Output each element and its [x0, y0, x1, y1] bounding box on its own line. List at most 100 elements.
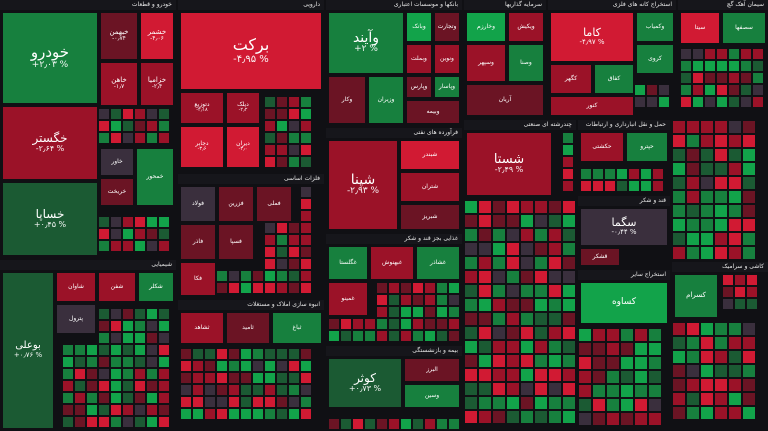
filler-tile	[464, 396, 478, 410]
stock-tile[interactable]: وزیران	[368, 76, 404, 124]
filler-tile	[300, 186, 312, 198]
stock-tile[interactable]: وصنا	[508, 44, 544, 82]
stock-tile[interactable]: کساوه	[580, 282, 668, 324]
stock-tile[interactable]: حپترو	[626, 132, 668, 162]
stock-tile[interactable]: سصفها	[722, 12, 766, 44]
stock-tile[interactable]: شکلر	[138, 272, 174, 302]
stock-tile[interactable]: قشکر	[580, 248, 620, 266]
stock-tile[interactable]: شتران	[400, 172, 460, 202]
stock-tile[interactable]: دیلک -۲٫۲	[226, 92, 260, 124]
stock-tile[interactable]: حکشتی	[580, 132, 624, 162]
stock-tile[interactable]: ثباغ	[272, 312, 322, 344]
stock-tile[interactable]: فکا	[180, 262, 216, 296]
stock-tile[interactable]: دتوزیع -۲٫۱۸	[180, 92, 224, 124]
stock-tile[interactable]: شپنا -۲٫۹۳ %	[328, 140, 398, 230]
stock-tile[interactable]: کگهر	[550, 64, 592, 94]
filler-tile	[158, 332, 170, 344]
stock-tile[interactable]: وسپهر	[466, 44, 506, 82]
stock-tile[interactable]: خگستر -۲٫۶۴ %	[2, 106, 98, 180]
stock-tile[interactable]: سگما -۰٫۴۴ %	[580, 208, 668, 246]
stock-tile[interactable]: خشمر -۴٫۰۶	[140, 12, 174, 60]
filler-tile	[578, 328, 592, 342]
stock-tile[interactable]: وبملت	[406, 44, 432, 74]
stock-tile[interactable]: خزامیا -۲٫۴	[140, 62, 174, 106]
filler-tile	[520, 298, 534, 312]
filler-tile	[686, 232, 700, 246]
filler-tile	[562, 200, 576, 214]
stock-tile[interactable]: شبریز	[400, 204, 460, 230]
stock-tile[interactable]: کروی	[636, 44, 674, 74]
filler-tile	[700, 378, 714, 392]
stock-tile[interactable]: خاهن -۱٫۷	[100, 62, 138, 106]
filler-tile	[534, 228, 548, 242]
stock-tile[interactable]: غگلستا	[328, 246, 368, 280]
filler-tile	[578, 342, 592, 356]
stock-tile[interactable]: ونوین	[434, 44, 460, 74]
stock-tile[interactable]: وتجارت	[434, 12, 460, 42]
stock-tile[interactable]: وکمیاب	[636, 12, 674, 42]
stock-tile[interactable]: کنور	[550, 96, 634, 116]
filler-tile	[122, 320, 134, 332]
stock-tile[interactable]: وبیمه	[406, 100, 460, 124]
stock-tile[interactable]: فملی	[256, 186, 292, 222]
filler-tile	[562, 144, 574, 156]
stock-tile[interactable]: شفن	[98, 272, 136, 302]
stock-tile[interactable]: خمحور	[136, 148, 174, 206]
stock-tile[interactable]: برکت -۴٫۹۵ %	[180, 12, 322, 90]
filler-tile	[98, 308, 110, 320]
stock-tile[interactable]: سیتا	[680, 12, 720, 44]
stock-tile[interactable]: وخارزم	[466, 12, 506, 42]
stock-tile[interactable]: وپارس	[406, 76, 432, 98]
stock-tile[interactable]: خاور	[100, 148, 134, 176]
stock-tile[interactable]: خساپا +۰٫۴۵ %	[2, 182, 98, 256]
stock-tile[interactable]: خریخت	[100, 178, 134, 206]
stock-tile[interactable]: البرز	[404, 358, 460, 382]
stock-tile[interactable]: خبهمن -۰٫۷۴	[100, 12, 138, 60]
stock-tile[interactable]: وپاسار	[434, 76, 460, 98]
stock-tile[interactable]: فسپا	[218, 224, 254, 260]
filler-tile	[228, 396, 240, 408]
stock-tile[interactable]: کوثر +۰٫۷۳ %	[328, 358, 402, 408]
stock-tile[interactable]: پترول	[56, 304, 96, 334]
stock-tile[interactable]: فولاد	[180, 186, 216, 222]
filler-tile	[740, 48, 752, 60]
filler-tile	[548, 214, 562, 228]
filler-tile	[86, 416, 98, 428]
stock-tile[interactable]: وآیند +۲ %	[328, 12, 404, 74]
filler-tile	[240, 360, 252, 372]
stock-tile[interactable]: آریان	[466, 84, 544, 116]
stock-tile[interactable]: دجابر -۳٫۶	[180, 126, 224, 168]
stock-tile[interactable]: دیران -۳٫۰	[226, 126, 260, 168]
stock-tile[interactable]: بوعلی +۰٫۷۶ %	[2, 272, 54, 429]
filler-tile	[204, 372, 216, 384]
stock-tile[interactable]: ثشاهد	[180, 312, 224, 344]
sector-2: بانکها و موسسات اعتباری وآیند +۲ % وبانک وتج…	[326, 0, 462, 126]
stock-tile[interactable]: ثامید	[226, 312, 270, 344]
filler-tile	[692, 60, 704, 72]
filler-tile	[98, 380, 110, 392]
stock-tile[interactable]: فزرین	[218, 186, 254, 222]
stock-tile[interactable]: کسرام	[674, 274, 718, 318]
stock-tile[interactable]: ویکیش	[508, 12, 544, 42]
stock-tile[interactable]: غمینو	[328, 282, 368, 316]
filler-tile	[742, 406, 756, 420]
stock-tile[interactable]: شاوان	[56, 272, 96, 302]
stock-symbol: سیتا	[694, 23, 706, 31]
filler-tile	[110, 108, 122, 120]
filler-tile	[276, 360, 288, 372]
stock-tile[interactable]: کفاق	[594, 64, 634, 94]
stock-tile[interactable]: وبانک	[406, 12, 432, 42]
stock-tile[interactable]: شبندر	[400, 140, 460, 170]
filler-tile	[352, 418, 364, 430]
stock-tile[interactable]: کاما -۴٫۹۷ %	[550, 12, 634, 62]
stock-tile[interactable]: وسین	[404, 384, 460, 408]
filler-tile	[562, 242, 576, 256]
stock-tile[interactable]: فاذر	[180, 224, 216, 260]
stock-tile[interactable]: شستا -۲٫۴۹ %	[466, 132, 552, 196]
filler-tile	[276, 384, 288, 396]
filler-tile	[276, 348, 288, 360]
stock-tile[interactable]: وکار	[328, 76, 366, 124]
stock-tile[interactable]: غشاذر	[416, 246, 460, 280]
stock-tile[interactable]: خودرو +۲٫۰۳ %	[2, 12, 98, 104]
stock-tile[interactable]: غبهنوش	[370, 246, 414, 280]
